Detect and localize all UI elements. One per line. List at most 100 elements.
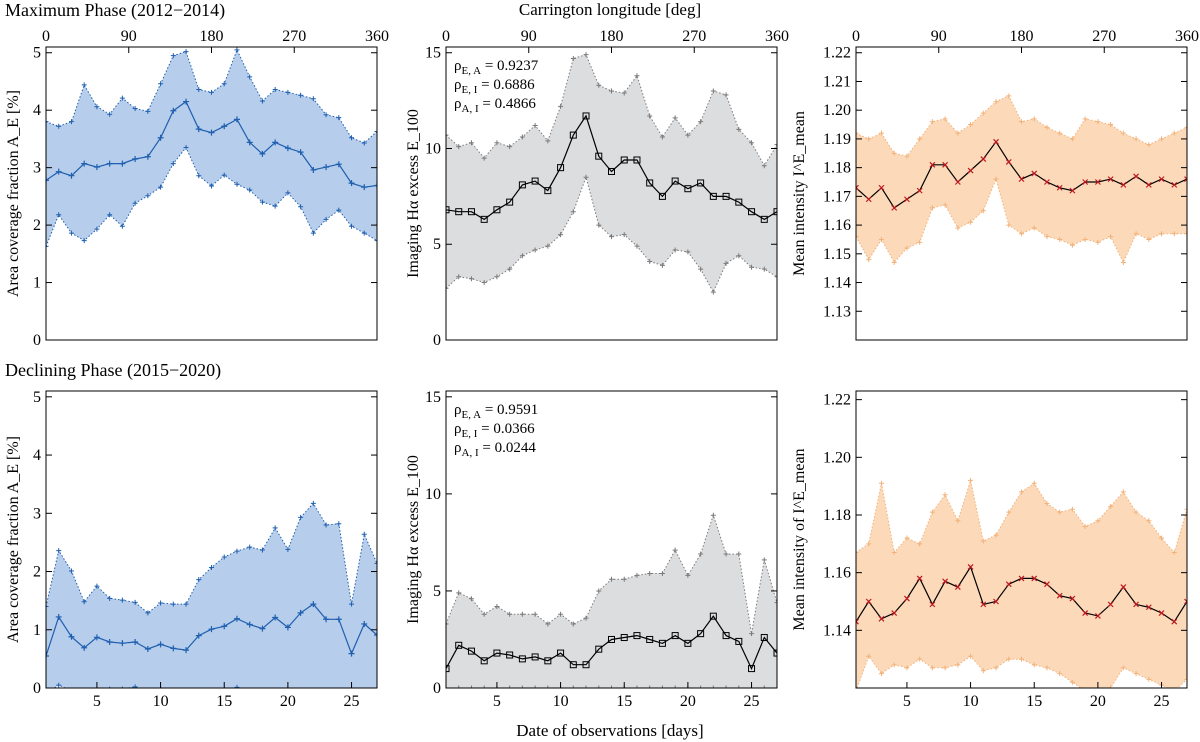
y-tick-label: 4 [33, 447, 41, 464]
upper-envelope-marker [234, 47, 240, 53]
upper-envelope-marker [494, 140, 500, 146]
upper-envelope-marker [710, 512, 716, 518]
lower-envelope-marker [361, 230, 367, 236]
lower-envelope-marker [68, 230, 74, 236]
mean-point [954, 179, 961, 185]
upper-envelope-marker [170, 53, 176, 59]
mean-point [1018, 575, 1025, 582]
lower-envelope-marker [583, 685, 589, 688]
lower-envelope-marker [1171, 231, 1177, 237]
upper-envelope-marker [634, 73, 640, 79]
upper-envelope-marker [1159, 136, 1165, 142]
mean-point [773, 208, 777, 216]
upper-envelope-marker [878, 130, 884, 136]
mean-point [1031, 170, 1038, 177]
upper-envelope-marker [468, 140, 474, 146]
mean-point [233, 116, 240, 123]
mean-point [157, 134, 164, 141]
mean-point [760, 634, 768, 642]
upper-envelope-marker [1184, 124, 1187, 130]
mean-point [259, 150, 266, 157]
upper-envelope-marker [446, 132, 449, 138]
lower-envelope-marker [710, 685, 716, 688]
y-tick-label: 1.20 [823, 449, 851, 466]
top-tick-label: 270 [1092, 28, 1116, 45]
upper-envelope-marker [272, 87, 278, 93]
y-tick-label: 1.15 [823, 246, 851, 263]
lower-envelope-marker [468, 276, 474, 282]
mean-point [272, 139, 279, 146]
mean-point [620, 634, 628, 642]
lower-envelope-marker [634, 685, 640, 688]
upper-envelope-marker [685, 132, 691, 138]
upper-envelope-marker [272, 525, 278, 531]
mean-point [348, 650, 355, 657]
lower-envelope-marker [285, 190, 291, 196]
lower-envelope-marker [647, 685, 653, 688]
upper-envelope-marker [647, 113, 653, 119]
top-tick-label: 270 [282, 28, 306, 45]
lower-envelope-marker [570, 209, 576, 215]
mean-point [980, 601, 987, 608]
lower-envelope-marker [659, 685, 665, 688]
upper-envelope-marker [1146, 518, 1152, 524]
upper-envelope-marker [145, 108, 151, 114]
lower-envelope-marker [929, 205, 935, 211]
upper-envelope-marker [285, 546, 291, 552]
x-tick-label: 5 [493, 693, 501, 710]
lower-envelope-marker [1120, 665, 1126, 671]
top-tick-label: 0 [442, 28, 450, 45]
top-tick-label: 180 [200, 28, 224, 45]
upper-envelope-marker [968, 477, 974, 483]
upper-envelope-marker [558, 611, 564, 617]
correlation-annotation: ρE, I = 0.6886 [454, 77, 535, 96]
upper-envelope-marker [659, 570, 665, 576]
upper-envelope-marker [955, 518, 961, 524]
top-tick-label: 180 [600, 28, 624, 45]
mean-point [55, 168, 62, 175]
lower-envelope-marker [1083, 688, 1088, 693]
top-tick-label: 90 [121, 28, 137, 45]
mean-point [967, 563, 974, 570]
upper-envelope-marker [1108, 503, 1114, 509]
lower-envelope-marker [323, 216, 329, 222]
lower-envelope-marker [968, 219, 974, 225]
lower-envelope-marker [1044, 665, 1050, 671]
upper-envelope-marker [68, 568, 74, 574]
upper-envelope-marker [980, 110, 986, 116]
upper-envelope-marker [866, 541, 872, 547]
upper-envelope-marker [46, 119, 49, 125]
upper-envelope-marker [723, 92, 729, 98]
mean-point [1069, 595, 1076, 602]
upper-envelope-marker [259, 547, 265, 553]
lower-envelope-marker [121, 686, 123, 688]
y-tick-label: 1.14 [823, 622, 851, 639]
mean-point [132, 156, 139, 163]
mean-point [348, 180, 355, 187]
y-tick-label: 1 [33, 622, 41, 639]
upper-envelope-marker [761, 163, 767, 169]
upper-envelope-marker [570, 621, 576, 627]
upper-envelope-marker [183, 601, 189, 607]
lower-envelope-marker [596, 222, 602, 228]
mean-point [608, 635, 615, 643]
mean-point [297, 609, 304, 616]
lower-envelope-marker [46, 243, 49, 249]
upper-envelope-marker [1133, 509, 1139, 515]
lower-envelope-marker [298, 688, 303, 693]
mean-point [878, 615, 885, 622]
upper-envelope-marker [170, 601, 176, 607]
upper-envelope-marker [891, 549, 897, 555]
lower-envelope-marker [558, 232, 564, 238]
correlation-annotation: ρE, I = 0.0366 [454, 421, 535, 440]
upper-envelope-marker [698, 119, 704, 125]
upper-envelope-marker [968, 122, 974, 128]
mean-point [246, 139, 253, 146]
mean-point [361, 184, 368, 191]
mean-point [1145, 604, 1152, 611]
x-tick-label: 5 [93, 693, 101, 710]
mean-point [284, 145, 291, 152]
upper-envelope-marker [749, 631, 755, 637]
y-tick-label: 1.19 [823, 131, 851, 148]
